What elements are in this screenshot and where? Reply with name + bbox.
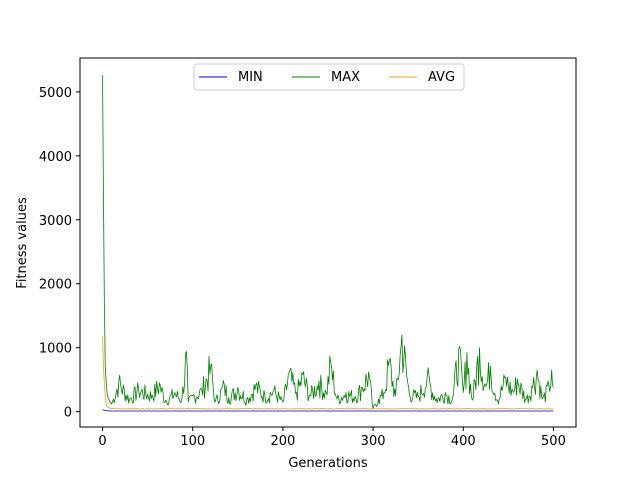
y-tick-label: 1000 [39, 342, 72, 357]
plot-area [79, 57, 577, 428]
y-tick-label: 3000 [39, 214, 72, 229]
legend-label-max: MAX [331, 70, 360, 85]
series-line-avg [102, 336, 554, 410]
x-tick-label: 400 [451, 434, 476, 449]
y-tick-label: 4000 [39, 150, 72, 165]
y-axis: 0 1000 2000 3000 4000 5000 [39, 86, 80, 421]
series-line-max [102, 75, 554, 409]
x-tick-label: 0 [98, 434, 106, 449]
legend-label-min: MIN [238, 70, 263, 85]
legend-box [193, 63, 465, 91]
x-axis: 0 100 200 300 400 500 [98, 427, 566, 449]
legend-label-avg: AVG [428, 70, 455, 85]
x-tick-label: 500 [541, 434, 566, 449]
series-line-min [102, 409, 554, 412]
x-axis-title: Generations [288, 456, 368, 471]
x-tick-label: 100 [180, 434, 205, 449]
y-tick-label: 5000 [39, 86, 72, 101]
y-tick-label: 0 [64, 406, 72, 421]
x-tick-label: 300 [361, 434, 386, 449]
series-layer [102, 75, 554, 412]
y-tick-label: 2000 [39, 278, 72, 293]
y-axis-title: Fitness values [15, 197, 30, 289]
x-tick-label: 200 [270, 434, 295, 449]
legend: MIN MAX AVG [193, 63, 465, 91]
